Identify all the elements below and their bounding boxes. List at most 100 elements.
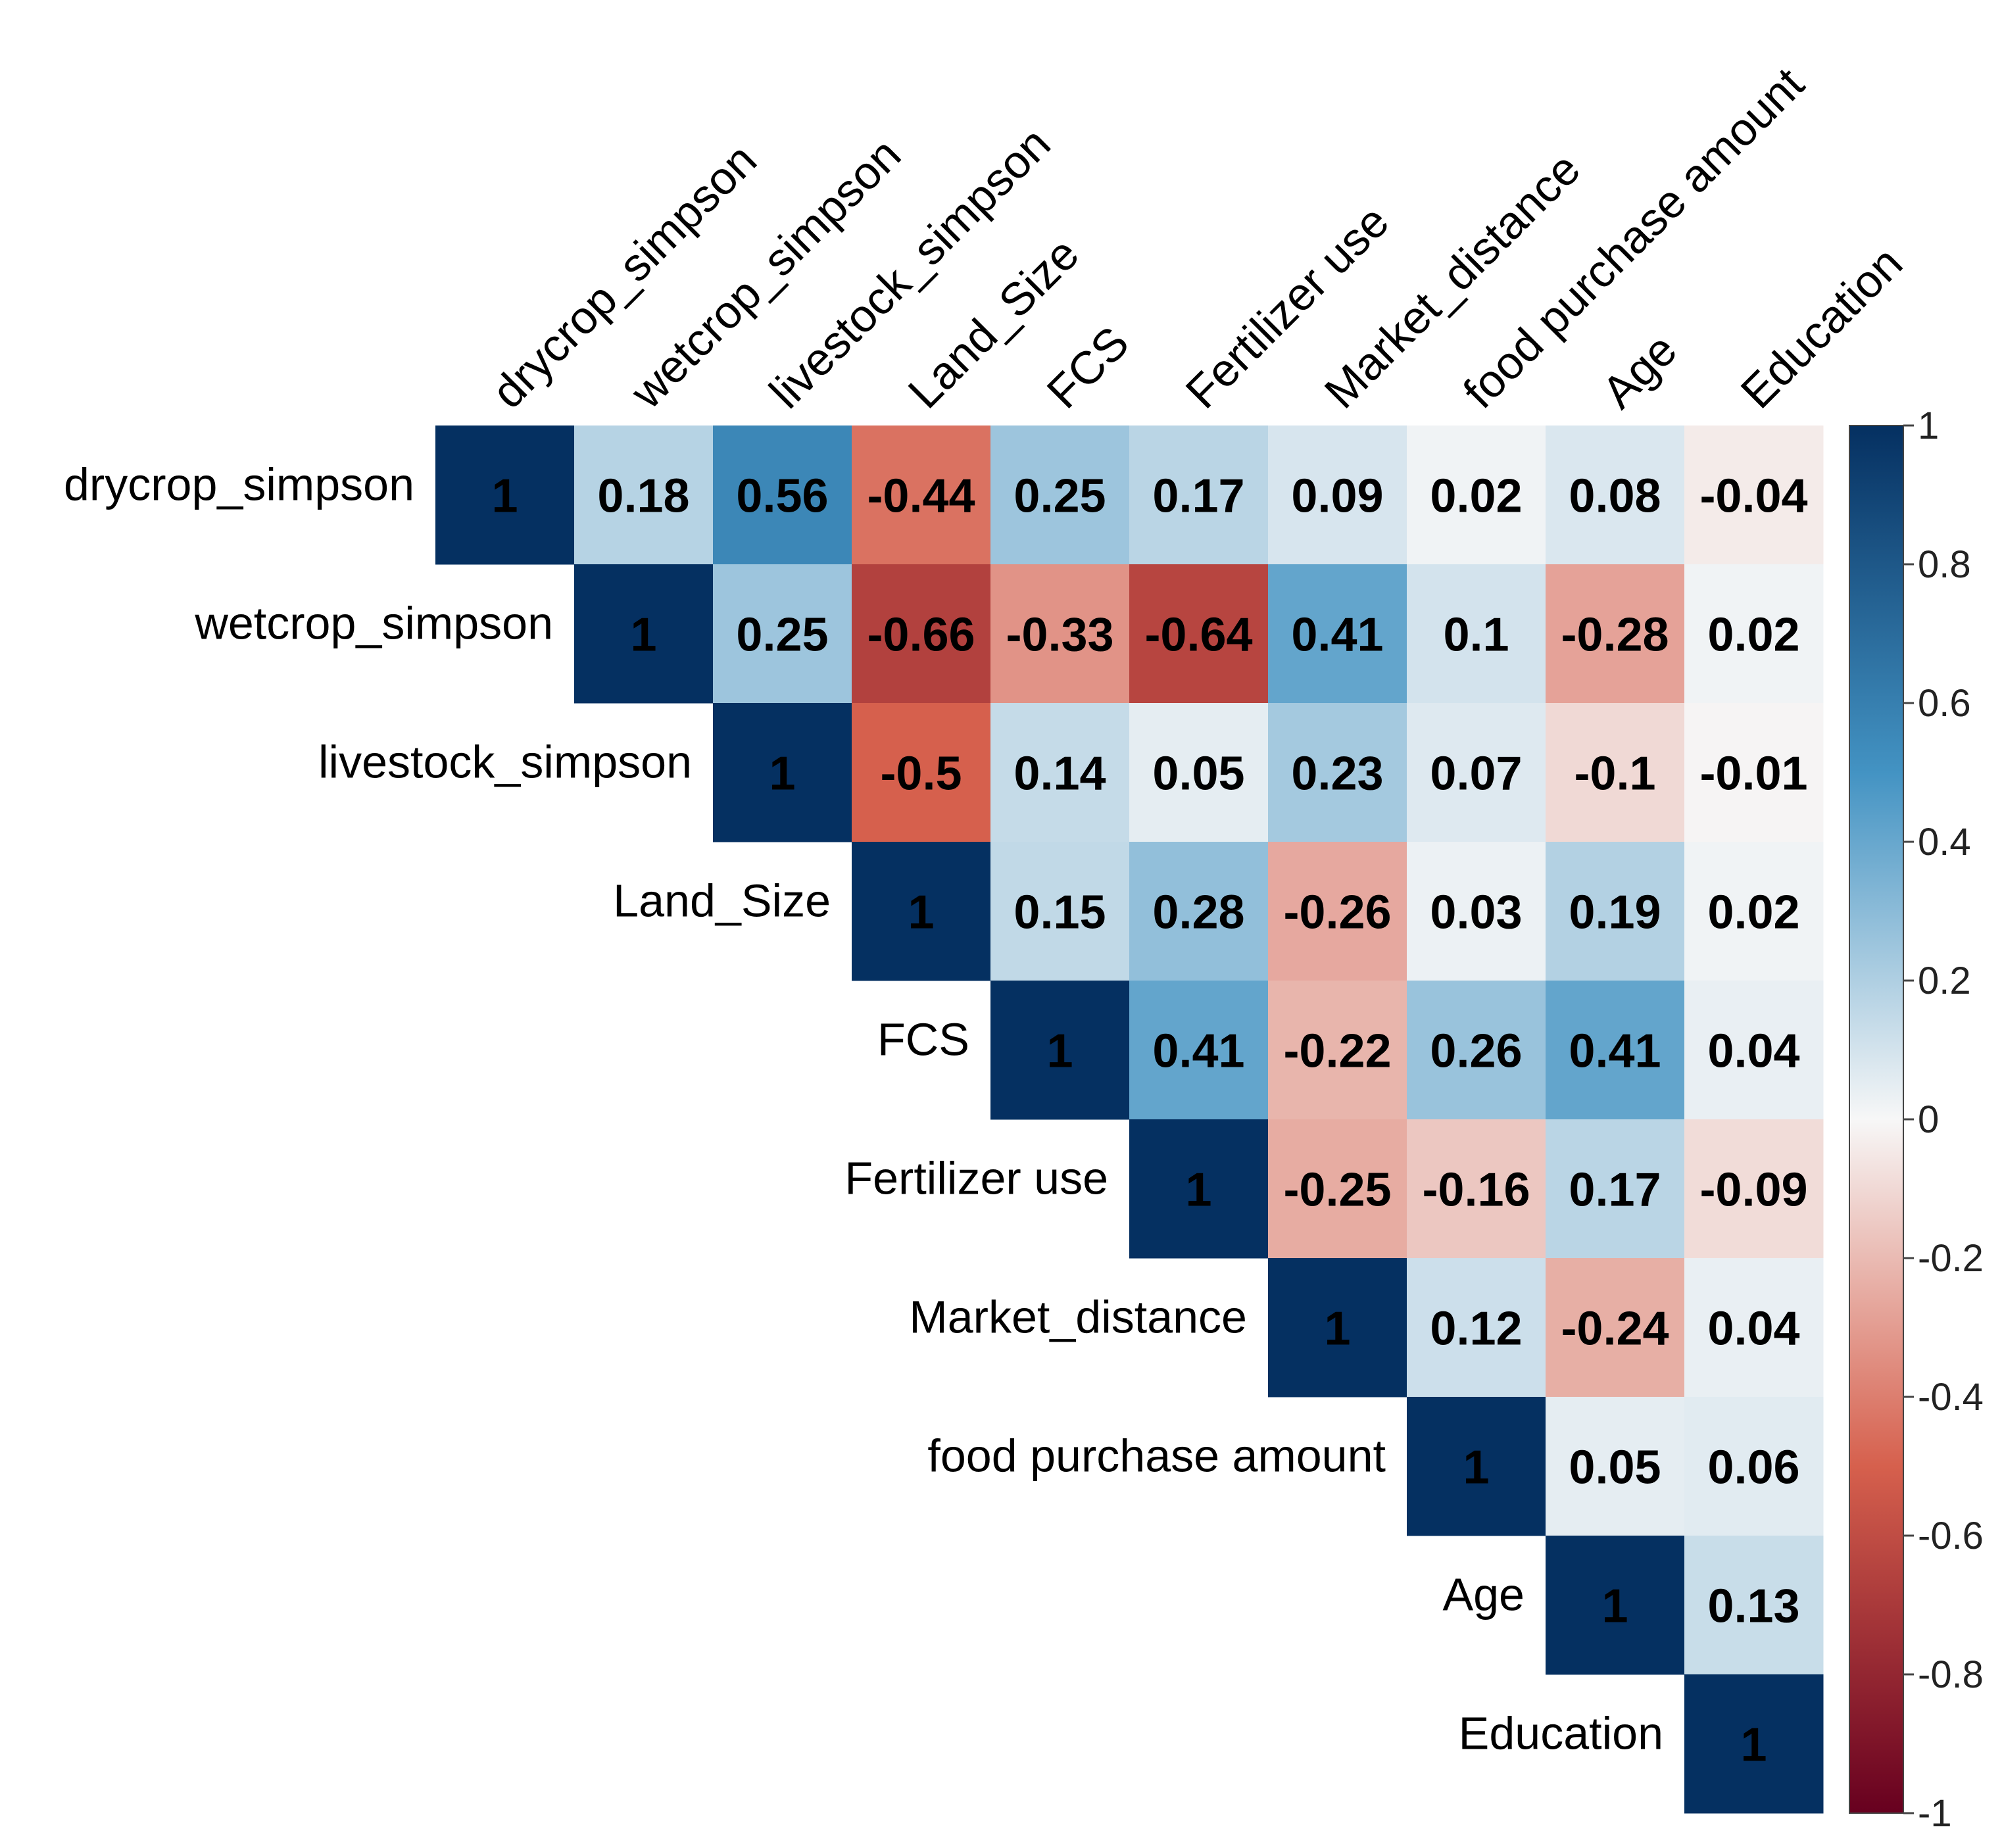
- cell-value-label: 0.41: [1152, 1025, 1244, 1078]
- cell-value-label: 0.05: [1152, 748, 1244, 800]
- row-label: Education: [1459, 1708, 1663, 1759]
- cell-value-label: 0.15: [1013, 887, 1106, 939]
- cell-value-label: 0.08: [1569, 470, 1661, 523]
- heatmap-cell: [1684, 1674, 1824, 1814]
- cell-value-label: 0.03: [1430, 887, 1522, 939]
- heatmap-cell: [1268, 703, 1407, 842]
- heatmap-cells: 1 0.18 0.56 -0.44 0.25 0.17 0.09 0.02 0.08 -0.04 1…: [435, 426, 1824, 1814]
- cell-value-label: 1: [1324, 1303, 1350, 1355]
- cell-value-label: 0.56: [736, 470, 828, 523]
- heatmap-cell: [1129, 703, 1269, 842]
- heatmap-cell: [1546, 564, 1685, 704]
- cell-value-label: -0.25: [1283, 1164, 1391, 1217]
- cell-value-label: -0.66: [867, 609, 975, 662]
- heatmap-cell: [1546, 1258, 1685, 1398]
- cell-value-label: 0.28: [1152, 887, 1244, 939]
- cell-value-label: 0.04: [1707, 1025, 1799, 1078]
- cell-value-label: -0.64: [1144, 609, 1252, 662]
- cell-value-label: 0.04: [1707, 1303, 1799, 1355]
- heatmap-cell: [1684, 1119, 1824, 1259]
- cell-value-label: 1: [1601, 1580, 1628, 1633]
- row-label: wetcrop_simpson: [194, 598, 553, 649]
- row-label: Age: [1442, 1569, 1525, 1620]
- heatmap-cell: [1546, 1119, 1685, 1259]
- heatmap-cell: [713, 564, 852, 704]
- heatmap-cell: [1684, 1536, 1824, 1675]
- heatmap-cell: [990, 703, 1130, 842]
- heatmap-cell: [435, 426, 575, 565]
- heatmap-cell: [1407, 703, 1546, 842]
- cell-value-label: 0.26: [1430, 1025, 1522, 1078]
- heatmap-cell: [1268, 564, 1407, 704]
- cell-value-label: 1: [1046, 1025, 1073, 1078]
- heatmap-cell: [1407, 1397, 1546, 1536]
- cell-value-label: 0.12: [1430, 1303, 1522, 1355]
- heatmap-cell: [1268, 1119, 1407, 1259]
- cell-value-label: 1: [769, 748, 795, 800]
- column-labels: drycrop_simpsonwetcrop_simpsonlivestock_…: [482, 58, 1912, 418]
- heatmap-cell: [1407, 426, 1546, 565]
- heatmap-cell: [1684, 426, 1824, 565]
- cell-value-label: 0.02: [1430, 470, 1522, 523]
- row-label: Fertilizer use: [844, 1153, 1108, 1204]
- heatmap-cell: [1546, 842, 1685, 981]
- cell-value-label: 0.23: [1291, 748, 1383, 800]
- cell-value-label: 1: [1185, 1164, 1211, 1217]
- cell-value-label: 1: [1463, 1442, 1489, 1494]
- cell-value-label: 0.02: [1707, 609, 1799, 662]
- heatmap-cell: [1129, 426, 1269, 565]
- cell-value-label: 0.02: [1707, 887, 1799, 939]
- cell-value-label: 0.14: [1013, 748, 1106, 800]
- heatmap-cell: [990, 842, 1130, 981]
- heatmap-cell: [1129, 1119, 1269, 1259]
- cell-value-label: 0.06: [1707, 1442, 1799, 1494]
- colorbar-tick-label: 0.6: [1918, 682, 1971, 725]
- heatmap-cell: [1546, 981, 1685, 1120]
- cell-value-label: -0.1: [1574, 748, 1655, 800]
- row-label: FCS: [877, 1014, 969, 1065]
- colorbar-tick-label: -0.4: [1918, 1376, 1984, 1419]
- cell-value-label: 0.18: [597, 470, 689, 523]
- row-labels: drycrop_simpson wetcrop_simpson livestock_…: [64, 459, 1663, 1759]
- heatmap-cell: [1684, 564, 1824, 704]
- heatmap-cell: [1546, 426, 1685, 565]
- heatmap-cell: [1268, 1258, 1407, 1398]
- column-label: Age: [1592, 324, 1686, 418]
- column-label: FCS: [1037, 316, 1138, 418]
- column-label: drycrop_simpson: [482, 134, 766, 418]
- colorbar-tick-label: 0.2: [1918, 960, 1971, 1002]
- heatmap-cell: [1684, 1397, 1824, 1536]
- column-label: wetcrop_simpson: [620, 128, 910, 418]
- heatmap-cell: [1407, 981, 1546, 1120]
- heatmap-cell: [1129, 842, 1269, 981]
- heatmap-cell: [713, 703, 852, 842]
- heatmap-cell: [1268, 426, 1407, 565]
- heatmap-cell: [713, 426, 852, 565]
- heatmap-cell: [990, 426, 1130, 565]
- cell-value-label: 0.41: [1291, 609, 1383, 662]
- heatmap-cell: [1129, 564, 1269, 704]
- cell-value-label: -0.44: [867, 470, 975, 523]
- heatmap-cell: [1546, 1536, 1685, 1675]
- row-label: Market_distance: [909, 1292, 1247, 1343]
- cell-value-label: 0.41: [1569, 1025, 1661, 1078]
- heatmap-cell: [852, 703, 991, 842]
- cell-value-label: 0.07: [1430, 748, 1522, 800]
- heatmap-cell: [1684, 1258, 1824, 1398]
- heatmap-cell: [852, 842, 991, 981]
- row-label: food purchase amount: [927, 1430, 1386, 1482]
- cell-value-label: 0.25: [1013, 470, 1106, 523]
- colorbar-tick-label: 1: [1918, 404, 1939, 447]
- cell-value-label: -0.28: [1561, 609, 1669, 662]
- cell-value-label: 1: [630, 609, 656, 662]
- heatmap-cell: [1684, 842, 1824, 981]
- cell-value-label: -0.01: [1699, 748, 1807, 800]
- cell-value-label: 1: [491, 470, 518, 523]
- colorbar-tick-label: -0.2: [1918, 1237, 1984, 1280]
- row-label: Land_Size: [613, 875, 831, 927]
- heatmap-cell: [1268, 842, 1407, 981]
- heatmap-cell: [574, 564, 714, 704]
- cell-value-label: 1: [908, 887, 934, 939]
- colorbar-gradient: [1849, 425, 1904, 1814]
